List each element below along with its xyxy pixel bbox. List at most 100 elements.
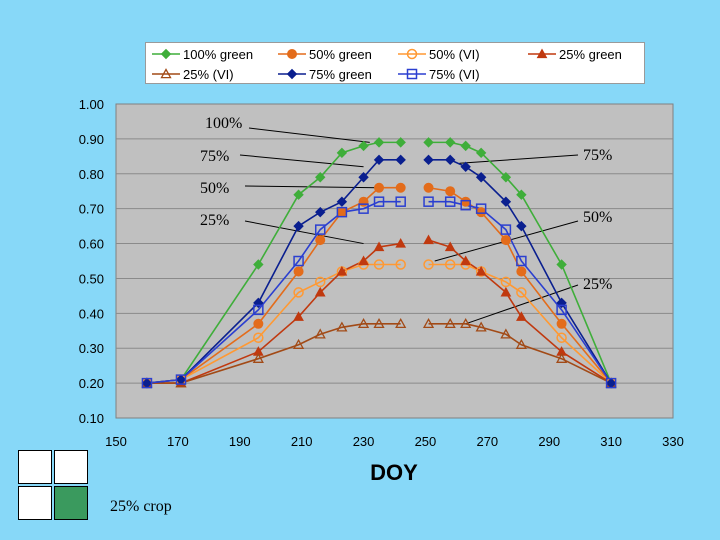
- y-tick-label: 0.60: [79, 237, 104, 252]
- data-point-75-green: [293, 220, 304, 232]
- x-tick-label: 250: [415, 434, 437, 449]
- annotations: 100% 75% 50% 25% 75% 50% 25%: [200, 115, 612, 293]
- legend-item: 75% (VI): [398, 65, 480, 83]
- data-point-75-green: [475, 172, 487, 183]
- data-point-50-vi: [556, 332, 567, 344]
- legend-label: 75% (VI): [429, 66, 480, 82]
- data-point-25-vi: [292, 338, 305, 349]
- crop-grid-cell: [18, 450, 52, 484]
- legend-swatch: [278, 49, 306, 59]
- crop-grid-cell: [18, 486, 52, 520]
- annotation-label: 25%: [583, 276, 612, 293]
- data-point-100-green: [336, 147, 348, 159]
- data-point-25-green: [395, 238, 407, 248]
- data-point-50-vi: [373, 259, 385, 270]
- annotation-leader-lines: [239, 127, 579, 325]
- y-tick-label: 0.80: [79, 167, 104, 182]
- crop-grid-cell: [54, 450, 88, 484]
- data-point-25-vi: [555, 352, 568, 363]
- data-point-100-green: [373, 137, 385, 148]
- data-point-25-vi: [475, 321, 487, 332]
- x-tick-label: 210: [291, 434, 313, 449]
- legend-label: 50% (VI): [429, 46, 480, 62]
- series-line-50-vi: [428, 263, 612, 384]
- crop-label: 25% crop: [110, 498, 172, 515]
- annotation-label: 50%: [200, 180, 229, 197]
- data-point-25-vi: [500, 328, 512, 339]
- data-point-100-green: [293, 189, 304, 200]
- data-point-50-vi: [253, 332, 264, 344]
- legend-swatch: [152, 48, 180, 60]
- data-point-25-vi: [444, 317, 456, 329]
- data-point-75-vi: [141, 377, 153, 389]
- data-point-25-green: [336, 265, 348, 276]
- data-point-75-green: [516, 220, 527, 232]
- y-tick-label: 0.40: [79, 306, 104, 321]
- y-tick-label: 0.90: [79, 132, 104, 147]
- y-tick-label: 0.70: [79, 202, 104, 217]
- data-point-100-green: [516, 189, 527, 200]
- data-point-50-green: [556, 318, 567, 329]
- data-point-25-green: [358, 255, 369, 266]
- data-point-50-vi: [500, 276, 512, 288]
- data-point-75-green: [444, 154, 456, 166]
- data-point-75-green: [336, 196, 348, 207]
- y-tick-label: 0.10: [79, 411, 104, 426]
- data-point-50-green: [374, 182, 385, 193]
- data-point-25-vi: [460, 317, 472, 329]
- legend-swatch: [398, 48, 426, 60]
- data-point-75-green: [373, 154, 385, 166]
- legend-swatch: [152, 68, 180, 79]
- legend-item: 25% green: [528, 45, 622, 63]
- data-point-25-green: [500, 286, 512, 297]
- data-point-75-vi: [175, 374, 187, 385]
- data-point-75-green: [500, 196, 512, 207]
- annotation-leader: [465, 284, 579, 325]
- x-tick-label: 270: [476, 434, 498, 449]
- x-tick-label: 190: [229, 434, 251, 449]
- y-tick-label: 1.00: [79, 97, 104, 112]
- data-point-75-green: [460, 161, 471, 173]
- annotation-leader: [244, 220, 364, 245]
- data-point-25-vi: [336, 321, 348, 332]
- data-point-75-green: [395, 154, 406, 166]
- legend-swatch: [398, 68, 426, 80]
- data-point-75-green: [358, 172, 369, 183]
- annotation-label: 50%: [583, 209, 612, 226]
- data-point-25-vi: [314, 328, 326, 339]
- annotation-label: 100%: [205, 115, 242, 132]
- grid-lines: [116, 138, 673, 384]
- data-point-50-green: [476, 207, 487, 218]
- data-point-75-vi: [556, 304, 567, 316]
- data-point-50-vi: [293, 287, 304, 298]
- y-tick-label: 0.20: [79, 376, 104, 391]
- series-line-25-vi: [146, 322, 401, 384]
- legend-label: 50% green: [309, 46, 372, 62]
- y-tick-label: 0.30: [79, 341, 104, 356]
- x-tick-label: 310: [600, 434, 622, 449]
- data-point-25-green: [475, 265, 487, 276]
- data-point-75-vi: [475, 203, 487, 214]
- data-point-25-green: [516, 311, 527, 321]
- data-point-25-vi: [515, 338, 527, 349]
- legend-label: 25% green: [559, 46, 622, 62]
- x-tick-label: 230: [353, 434, 375, 449]
- x-axis-label: DOY: [370, 460, 418, 485]
- data-point-25-vi: [357, 317, 370, 329]
- annotation-label: 25%: [200, 212, 229, 229]
- data-point-100-green: [500, 172, 512, 183]
- legend-item: 75% green: [278, 65, 372, 83]
- data-point-100-green: [315, 172, 326, 183]
- data-point-25-green: [423, 234, 434, 245]
- legend-swatch: [278, 68, 306, 80]
- data-point-100-green: [423, 137, 434, 148]
- data-point-100-green: [444, 137, 456, 148]
- data-point-100-green: [460, 140, 471, 152]
- data-point-100-green: [253, 259, 264, 270]
- data-point-50-green: [500, 235, 511, 246]
- data-point-100-green: [475, 147, 487, 159]
- data-point-75-vi: [373, 196, 385, 207]
- data-point-75-vi: [500, 224, 512, 235]
- data-point-25-green: [460, 255, 472, 266]
